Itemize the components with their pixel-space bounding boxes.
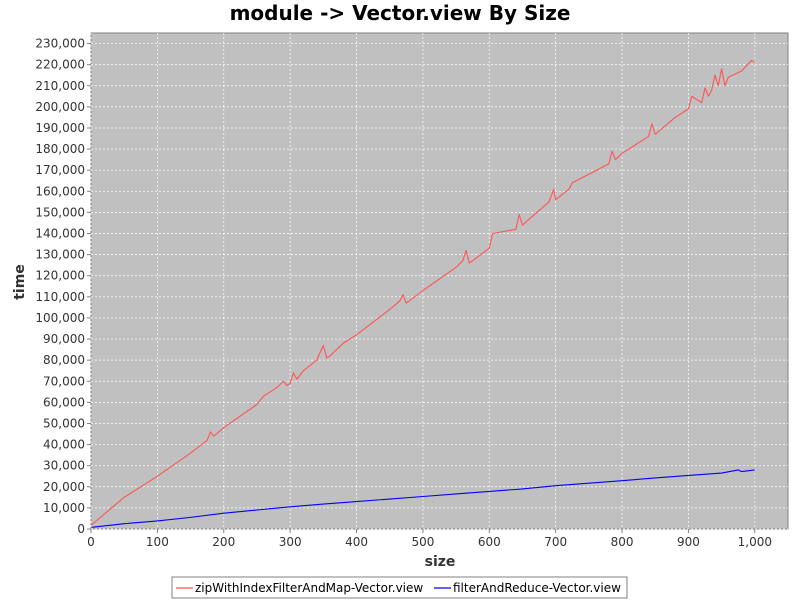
legend-label-zipwithindex: zipWithIndexFilterAndMap-Vector.view: [195, 581, 423, 595]
y-axis-label: time: [12, 264, 28, 300]
x-tick-label: 300: [279, 535, 302, 549]
x-tick-label: 100: [146, 535, 169, 549]
y-tick-label: 170,000: [35, 163, 85, 177]
y-tick-label: 90,000: [43, 332, 85, 346]
legend-box: [171, 576, 628, 599]
y-tick-label: 100,000: [35, 311, 85, 325]
series-line-filterandreduce: [91, 469, 755, 528]
y-tick-label: 140,000: [35, 227, 85, 241]
plot-area: [90, 32, 789, 530]
x-tick-label: 200: [212, 535, 235, 549]
x-tick-label: 700: [544, 535, 567, 549]
y-tick-label: 180,000: [35, 142, 85, 156]
legend: zipWithIndexFilterAndMap-Vector.view fil…: [171, 576, 628, 599]
x-tick-label: 1,000: [738, 535, 772, 549]
y-tick-label: 10,000: [43, 501, 85, 515]
y-tick-label: 120,000: [35, 269, 85, 283]
series-layer: [91, 59, 756, 528]
y-tick-label: 160,000: [35, 184, 85, 198]
y-tick-label: 200,000: [35, 100, 85, 114]
y-tick-label: 20,000: [43, 480, 85, 494]
y-tick-label: 230,000: [35, 37, 85, 51]
chart-title: module -> Vector.view By Size: [230, 1, 571, 25]
y-tick-label: 110,000: [35, 290, 85, 304]
y-tick-label: 210,000: [35, 79, 85, 93]
y-tick-label: 130,000: [35, 248, 85, 262]
axes: 0 10,000 20,000 30,000 40,000 50,000 60,000 70,…: [35, 37, 772, 549]
y-tick-label: 150,000: [35, 205, 85, 219]
y-tick-label: 0: [77, 522, 85, 536]
series-line-zipwithindex: [91, 59, 756, 526]
x-tick-label: 600: [478, 535, 501, 549]
x-tick-label: 800: [611, 535, 634, 549]
y-tick-label: 40,000: [43, 438, 85, 452]
x-tick-label: 500: [411, 535, 434, 549]
x-axis-label: size: [425, 554, 456, 570]
y-tick-label: 220,000: [35, 58, 85, 72]
y-tick-label: 80,000: [43, 353, 85, 367]
legend-label-filterandreduce: filterAndReduce-Vector.view: [453, 581, 621, 595]
y-tick-label: 30,000: [43, 459, 85, 473]
y-tick-label: 50,000: [43, 416, 85, 430]
y-tick-label: 60,000: [43, 395, 85, 409]
x-tick-label: 0: [87, 535, 95, 549]
y-tick-label: 70,000: [43, 374, 85, 388]
y-tick-label: 190,000: [35, 121, 85, 135]
x-tick-label: 400: [345, 535, 368, 549]
gridlines: [90, 33, 788, 530]
x-tick-label: 900: [677, 535, 700, 549]
